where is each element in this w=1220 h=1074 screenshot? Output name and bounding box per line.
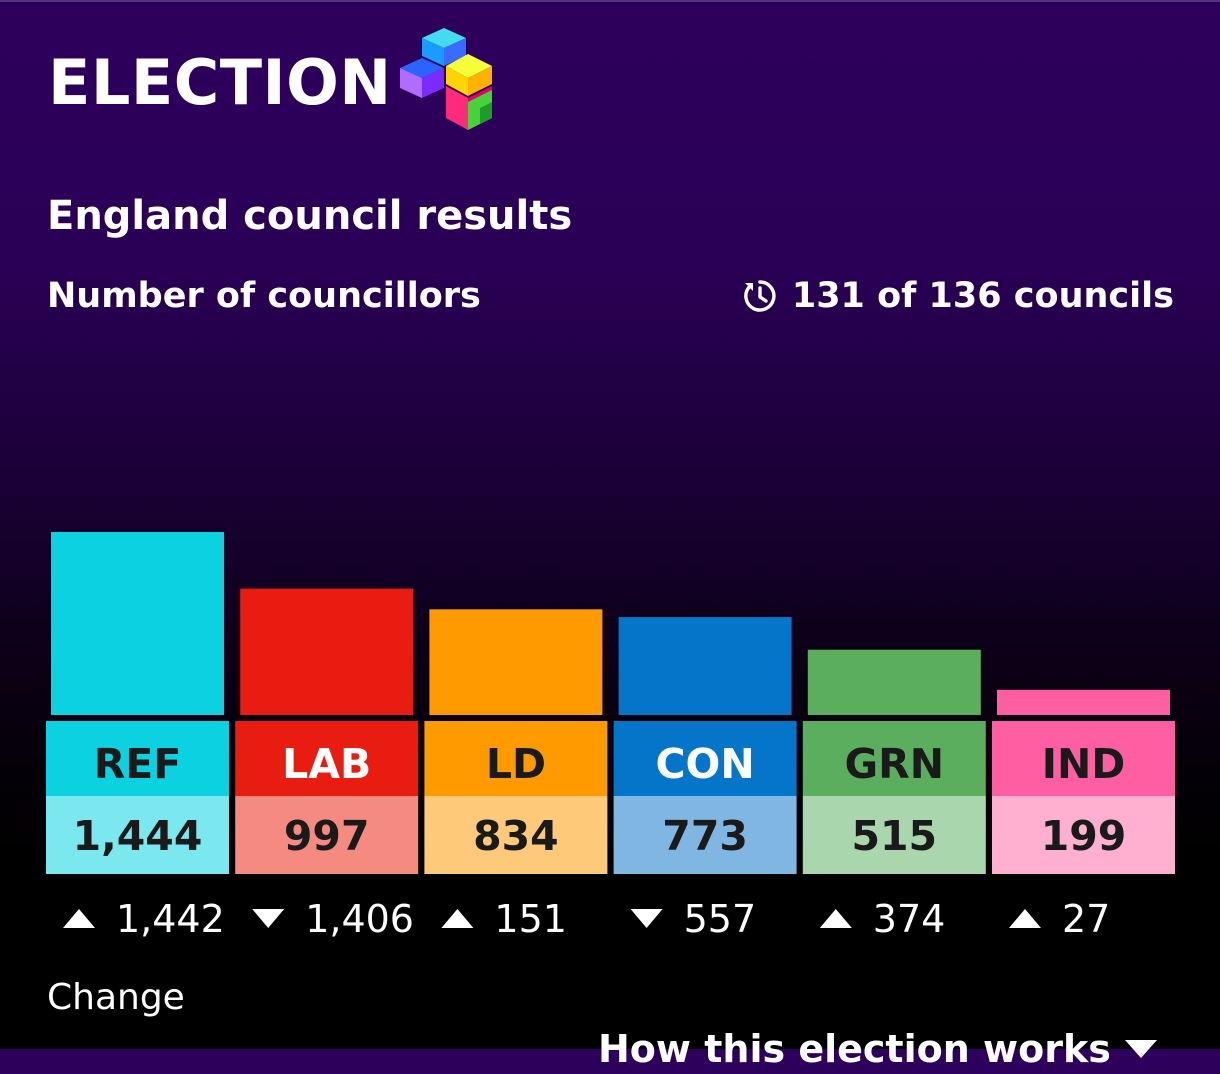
seat-value-lab: 997 [284, 812, 370, 860]
triangle-up-icon-grn [819, 909, 852, 928]
party-label-ld: LD [486, 740, 546, 788]
party-label-con: CON [655, 740, 754, 788]
party-label-box-ref [46, 721, 229, 796]
election-cubes-logo-icon [400, 28, 492, 130]
seat-value-box-grn [802, 796, 986, 874]
seat-change-grn: 374 [873, 897, 946, 941]
seat-change-lab: 1,406 [305, 897, 414, 941]
seat-value-box-ind [992, 796, 1175, 874]
seat-value-grn: 515 [852, 812, 938, 860]
bar-ld [429, 609, 603, 715]
bar-grn [807, 649, 981, 715]
seat-value-ld: 834 [473, 812, 559, 860]
triangle-up-icon-ld [441, 909, 474, 928]
seat-change-ref: 1,442 [116, 897, 225, 941]
seat-change-ind: 27 [1062, 897, 1110, 941]
party-label-box-lab [235, 721, 419, 796]
seat-value-box-lab [235, 796, 419, 874]
top-divider [0, 0, 1220, 2]
seat-value-box-ld [424, 796, 608, 874]
how-election-works-label: How this election works [598, 1027, 1111, 1071]
how-election-works-link[interactable]: How this election works [598, 1024, 1157, 1074]
seat-value-ind: 199 [1041, 812, 1127, 860]
bar-ref [51, 532, 224, 715]
bar-lab [240, 588, 414, 715]
seat-value-box-con [613, 796, 797, 874]
triangle-up-icon-ind [1009, 909, 1041, 928]
party-label-ind: IND [1042, 740, 1126, 788]
councils-progress-text: 131 of 136 councils [791, 276, 1174, 316]
party-label-box-ind [992, 721, 1175, 796]
seat-value-con: 773 [662, 812, 748, 860]
triangle-down-icon-lab [252, 909, 285, 928]
triangle-down-icon-con [630, 909, 663, 928]
seat-change-ld: 151 [494, 897, 567, 941]
seat-value-ref: 1,444 [73, 812, 203, 860]
page-title: England council results [47, 193, 573, 239]
party-label-ref: REF [94, 740, 182, 788]
party-label-grn: GRN [845, 740, 945, 788]
party-label-box-ld [424, 721, 608, 796]
brand-wordmark: ELECTION [48, 46, 392, 119]
party-label-box-con [613, 721, 797, 796]
change-label: Change [47, 977, 185, 1018]
bar-ind [997, 689, 1170, 715]
triangle-down-icon [1124, 1040, 1157, 1058]
seat-value-box-ref [46, 796, 229, 874]
seat-change-con: 557 [684, 897, 757, 941]
councils-progress: 131 of 136 councils [742, 274, 1174, 318]
bar-con [618, 617, 792, 715]
party-label-box-grn [802, 721, 986, 796]
clock-progress-icon [744, 280, 776, 312]
chart-subtitle: Number of councillors [47, 276, 481, 316]
triangle-up-icon-ref [63, 909, 95, 928]
councillors-bar-chart: REF 1,444 1,442 LAB 997 1,406 LD 834 151 CON 773 55… [46, 532, 1175, 941]
party-label-lab: LAB [282, 740, 371, 788]
